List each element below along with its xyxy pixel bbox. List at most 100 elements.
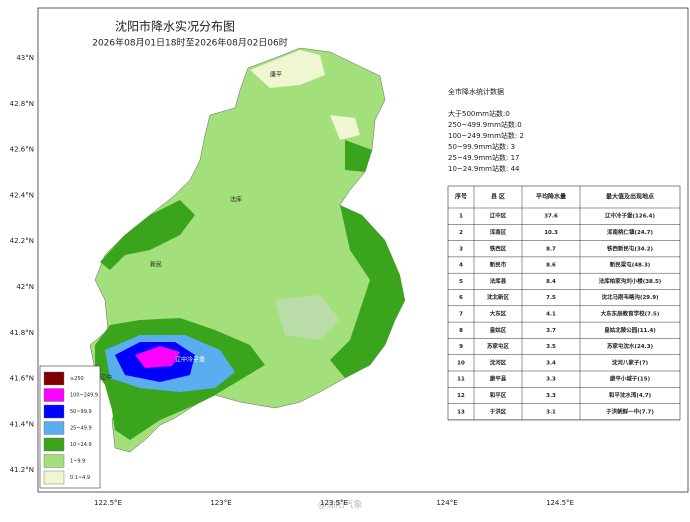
table-cell: 新民市 (490, 261, 507, 269)
stats-line: 250~499.9mm站数:0 (448, 120, 522, 129)
table-cell: 37.6 (544, 214, 558, 220)
table-cell: 5 (459, 279, 463, 285)
stats-line: 100~249.9mm站数: 2 (448, 131, 524, 140)
table-cell: 皇姑区 (490, 326, 507, 334)
table-cell: 康平县 (489, 375, 507, 383)
legend-label: 1~9.9 (70, 459, 85, 465)
table-cell: 浑南区 (490, 228, 507, 236)
table-cell: 4.1 (546, 311, 556, 317)
lat-label: 41.6°N (10, 375, 34, 383)
region (135, 346, 180, 368)
region (100, 200, 195, 270)
lon-label: 123.5°E (320, 499, 348, 507)
table-cell: 8.7 (546, 246, 556, 252)
lon-label: 124°E (436, 499, 457, 507)
lon-label: 123°E (210, 499, 231, 507)
table-cell: 铁西区 (490, 244, 507, 252)
table-cell: 3.7 (546, 328, 556, 334)
table-header: 县 区 (491, 193, 505, 201)
table-cell: 于洪区 (490, 407, 507, 415)
legend-swatch (43, 454, 65, 468)
lon-label: 122.5°E (94, 499, 122, 507)
lon-label: 124.5°E (546, 499, 574, 507)
legend-label: 50~99.9 (70, 409, 92, 415)
lat-label: 41.2°N (10, 466, 34, 474)
table-cell: 7.5 (546, 295, 556, 301)
legend-label: ≥250 (70, 376, 84, 382)
table-cell: 3.3 (546, 377, 556, 383)
region (250, 50, 325, 88)
lat-label: 43°N (16, 54, 34, 62)
table-cell: 苏家屯沈水(24.3) (607, 342, 654, 350)
lat-label: 42°N (16, 283, 34, 291)
legend-swatch (43, 421, 65, 435)
table-cell: 沈河区 (490, 358, 507, 366)
table-cell: 3 (459, 246, 463, 252)
table-cell: 13 (457, 409, 465, 415)
lat-label: 41.4°N (10, 420, 34, 428)
stats-line: 25~49.9mm站数: 17 (448, 153, 520, 162)
table-cell: 8 (459, 328, 463, 334)
table-cell: 皇姑北陵公园(11.4) (604, 326, 656, 334)
table-cell: 康平小城子(15) (609, 375, 651, 383)
region (345, 140, 372, 172)
table-cell: 沈北马刚韦略沟(29.9) (601, 293, 659, 301)
table-cell: 铁西新民屯(34.2) (607, 244, 654, 252)
table-cell: 和平沈水湾(4.7) (609, 391, 652, 399)
table-cell: 法库柏家沟刘小楼(38.5) (599, 277, 662, 285)
table-header: 序号 (454, 193, 467, 201)
table-cell: 3.4 (546, 360, 556, 366)
table-cell: 法库县 (490, 277, 507, 285)
place-label: 辽中冷子堡 (175, 356, 205, 364)
table-cell: 和平区 (490, 391, 507, 399)
lat-label: 42.2°N (10, 237, 34, 245)
table-cell: 7 (459, 311, 463, 317)
table-cell: 6 (459, 295, 463, 301)
table-cell: 8.6 (546, 263, 556, 269)
title: 沈阳市降水实况分布图 (115, 19, 235, 34)
stats-line: 大于500mm站数:0 (448, 109, 510, 118)
map (89, 47, 406, 453)
table-cell: 12 (457, 393, 465, 399)
place-label: 辽中 (100, 374, 112, 382)
urban-area (275, 295, 340, 340)
legend-label: 0.1~4.9 (70, 475, 90, 481)
table-cell: 新民梁屯(48.3) (610, 261, 651, 269)
lat-label: 41.8°N (10, 329, 34, 337)
stats-line: 50~99.9mm站数: 3 (448, 142, 515, 151)
place-label: 新民 (150, 261, 162, 269)
region (330, 115, 360, 140)
region (330, 205, 405, 378)
legend-swatch (43, 437, 65, 452)
table-cell: 4 (459, 263, 463, 269)
table-cell: 辽中冷子堡(126.4) (605, 212, 655, 220)
table-cell: 11 (457, 377, 465, 383)
table-border (447, 185, 681, 421)
table-cell: 2 (459, 230, 463, 236)
table-cell: 沈河八家子(7) (612, 358, 649, 366)
table-cell: 8.4 (546, 279, 556, 285)
watermark: @沈阳气象 (317, 499, 362, 511)
lat-label: 42.6°N (10, 146, 34, 154)
table-cell: 9 (459, 344, 463, 350)
table-cell: 1 (459, 214, 463, 220)
table-cell: 3.3 (546, 393, 556, 399)
subtitle: 2026年08月01日18时至2026年08月02日06时 (92, 37, 288, 49)
table-cell: 辽中区 (490, 212, 507, 220)
table-cell: 10.3 (544, 230, 558, 236)
table-cell: 沈北新区 (487, 293, 510, 301)
table-cell: 大东东辰教育学校(7.5) (601, 309, 660, 317)
stats-title: 全市降水统计数据 (448, 87, 504, 96)
table-cell: 3.5 (546, 344, 556, 350)
legend-swatch (43, 470, 65, 485)
lat-label: 42.8°N (10, 100, 34, 108)
table-cell: 苏家屯区 (487, 342, 510, 350)
place-label: 康平 (270, 71, 282, 79)
table-cell: 于洪朝鲜一中(7.7) (606, 407, 654, 415)
legend-label: 10~24.9 (70, 442, 92, 448)
legend-label: 100~249.9 (70, 393, 98, 399)
legend-label: 25~49.9 (70, 426, 92, 432)
table-cell: 大东区 (490, 309, 507, 317)
legend-swatch (43, 388, 65, 402)
